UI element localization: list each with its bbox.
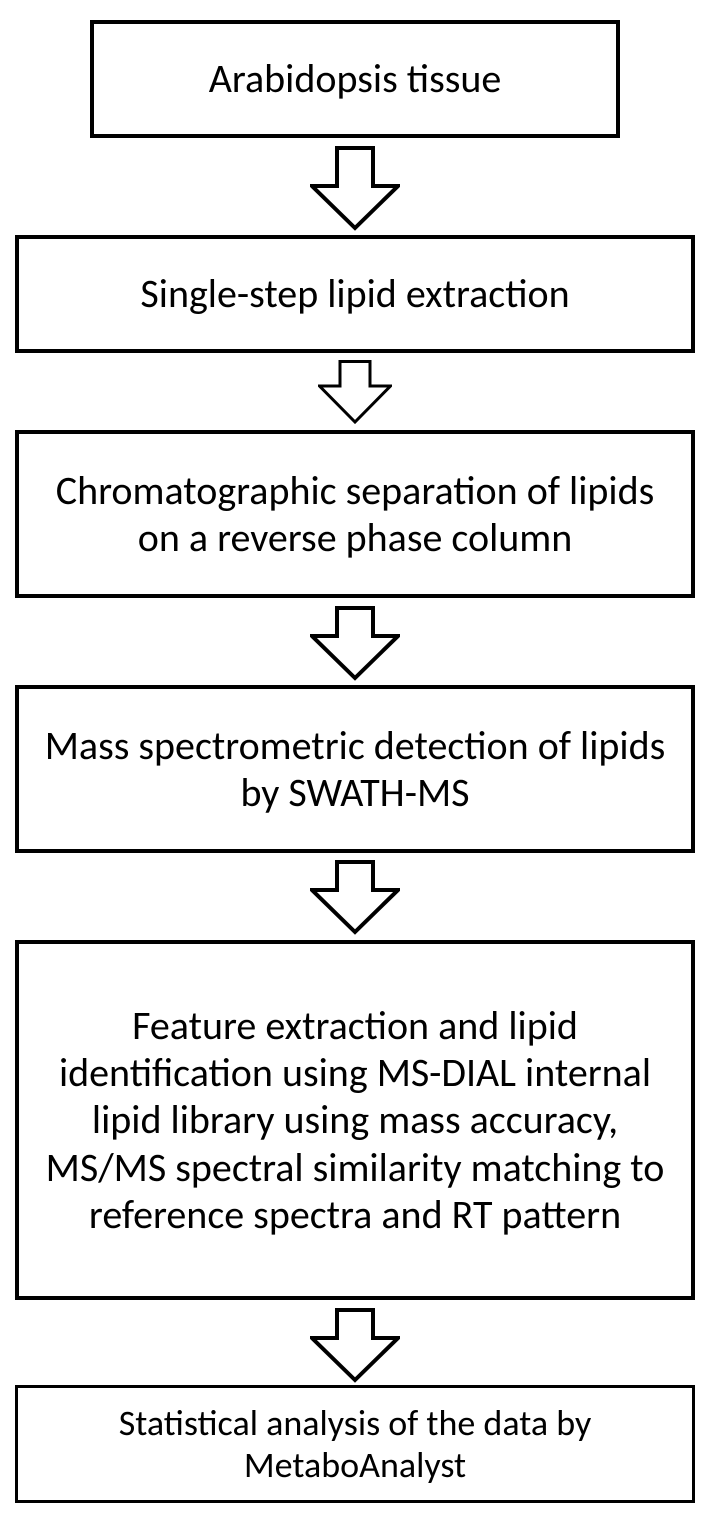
flow-arrow-4: [310, 860, 400, 936]
flow-arrow-3: [310, 606, 400, 682]
flow-node-3: Chromatographic separation of lipids on …: [15, 430, 695, 598]
flow-node-1: Arabidopsis tissue: [90, 20, 620, 138]
flow-node-5: Feature extraction and lipid identificat…: [15, 940, 695, 1300]
flow-node-6: Statistical analysis of the data by Meta…: [15, 1385, 695, 1503]
flow-node-4: Mass spectrometric detection of lipids b…: [15, 685, 695, 853]
flow-arrow-5: [310, 1308, 400, 1384]
flow-node-2: Single-step lipid extraction: [15, 235, 695, 353]
flowchart-canvas: Arabidopsis tissue Single-step lipid extr…: [0, 0, 709, 1521]
flow-arrow-2: [318, 360, 392, 425]
flow-arrow-1: [310, 146, 400, 232]
